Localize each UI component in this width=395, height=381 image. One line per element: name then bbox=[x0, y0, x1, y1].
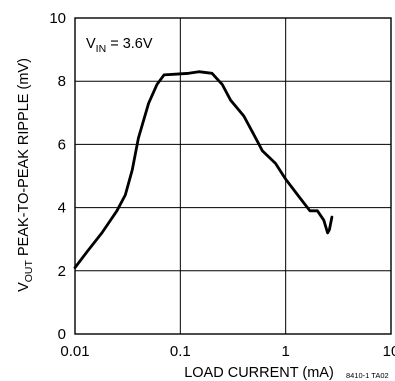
vin-prefix: V bbox=[86, 36, 96, 52]
y-tick-label: 6 bbox=[58, 136, 66, 153]
tick-labels: 0.01 0.1 1 10 0 2 4 6 8 10 bbox=[49, 10, 395, 360]
x-tick-label: 1 bbox=[281, 343, 289, 360]
x-tick-label: 0.1 bbox=[170, 343, 191, 360]
plot-frame bbox=[74, 17, 392, 335]
figure-code: 8410-1 TA02 bbox=[346, 371, 389, 380]
y-tick-label: 10 bbox=[49, 10, 66, 27]
y-axis-label: VOUT PEAK-TO-PEAK RIPPLE (mV) bbox=[16, 58, 35, 292]
grid bbox=[75, 18, 391, 334]
y-tick-label: 0 bbox=[58, 326, 66, 343]
series-layer bbox=[73, 70, 334, 269]
vin-suffix: = 3.6V bbox=[106, 36, 153, 52]
y-tick-label: 8 bbox=[58, 73, 66, 90]
y-axis-label-text: PEAK-TO-PEAK RIPPLE (mV) bbox=[16, 58, 32, 256]
y-axis-label-prefix: V bbox=[16, 282, 32, 292]
y-tick-label: 4 bbox=[58, 200, 66, 217]
ripple-series-line bbox=[73, 70, 334, 269]
x-tick-label: 10 bbox=[383, 343, 395, 360]
y-axis-label-subscript: OUT bbox=[23, 259, 35, 282]
vin-subscript: IN bbox=[96, 43, 107, 55]
vin-annotation: VIN = 3.6V bbox=[86, 36, 153, 55]
x-tick-label: 0.01 bbox=[60, 343, 89, 360]
y-tick-label: 2 bbox=[58, 263, 66, 280]
x-axis-label: LOAD CURRENT (mA) bbox=[184, 365, 334, 381]
